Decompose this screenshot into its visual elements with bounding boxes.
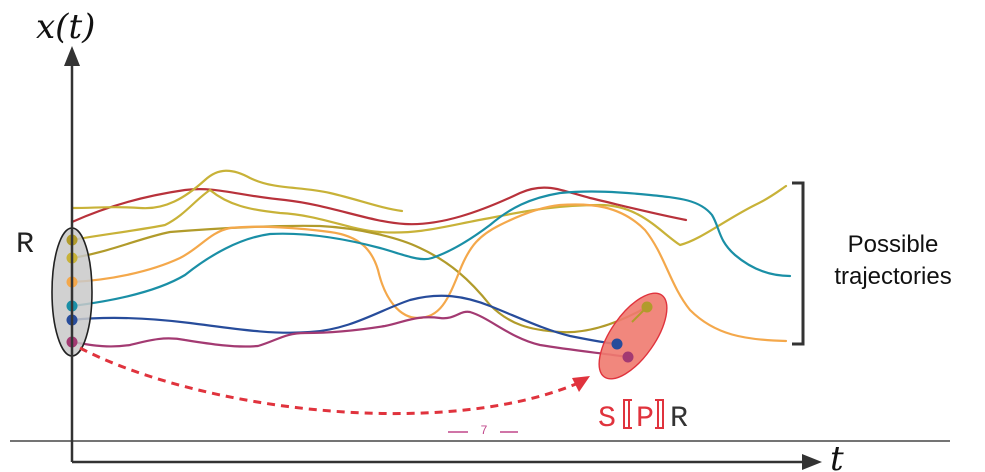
trajectory-navy xyxy=(70,294,619,346)
trajectories xyxy=(70,169,792,359)
trajectory-magenta xyxy=(70,310,630,359)
end-point-navy xyxy=(611,338,623,350)
semantic-bracket-left xyxy=(623,399,632,429)
initial-set-label: R xyxy=(16,228,34,262)
trajectories-bracket xyxy=(792,181,805,346)
trajectory-teal xyxy=(70,190,792,308)
end-point-olive xyxy=(641,301,653,313)
y-axis-label: x(t) xyxy=(36,7,95,47)
target-set-ellipse xyxy=(598,292,668,380)
trajectory-gold xyxy=(70,184,788,247)
x-axis-arrow xyxy=(802,454,822,470)
dashed-arrow xyxy=(79,346,577,415)
end-points xyxy=(611,301,653,363)
brace-label-line2: trajectories xyxy=(834,263,951,290)
target-label-inner: P xyxy=(636,402,654,436)
trajectory-crimson xyxy=(70,186,688,226)
x-axis-label: t xyxy=(830,439,844,472)
end-point-magenta xyxy=(622,351,634,363)
semantic-bracket-right xyxy=(655,399,664,429)
trajectory-olive xyxy=(70,224,649,334)
target-set-label: S P R xyxy=(598,399,688,436)
dashed-arrow-head xyxy=(572,376,590,392)
brace-label-line1: Possible xyxy=(848,231,939,258)
target-label-prefix: S xyxy=(598,402,616,436)
page-number: 7 xyxy=(481,423,488,437)
target-label-suffix: R xyxy=(670,402,688,436)
trajectory-gold-upper xyxy=(70,169,404,213)
y-axis-arrow xyxy=(64,46,80,66)
trajectory-orange xyxy=(70,203,788,343)
